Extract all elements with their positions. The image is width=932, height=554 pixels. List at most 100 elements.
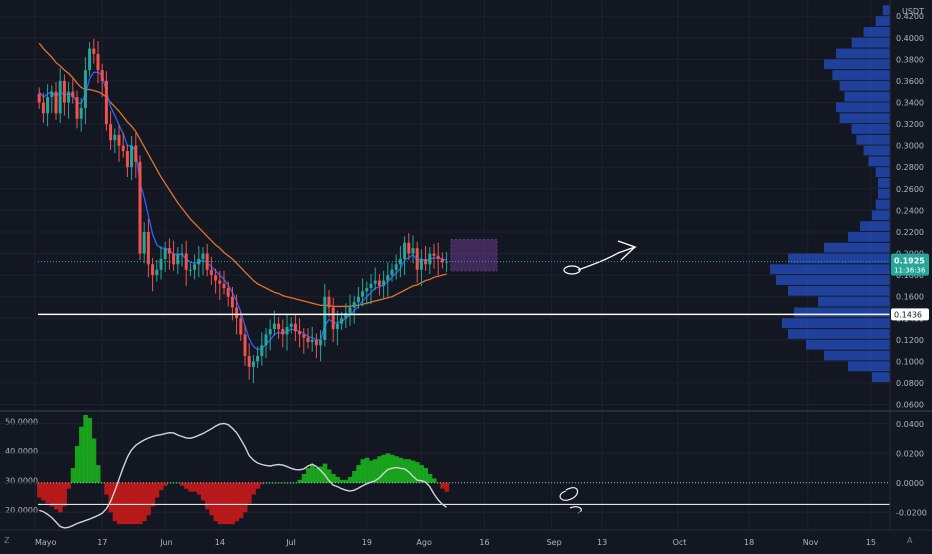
candle-body xyxy=(264,334,268,346)
time-tick-label: 14 xyxy=(215,538,225,547)
volume-profile-bar xyxy=(848,231,890,242)
histogram-bar-negative xyxy=(112,482,118,522)
osc-right-tick-label: 0.0000 xyxy=(896,479,924,488)
candle-body xyxy=(432,253,436,256)
volume-profile-bar xyxy=(863,26,890,37)
candle-body xyxy=(386,275,390,281)
candle-body xyxy=(302,334,306,338)
histogram-bar-negative xyxy=(146,482,151,516)
histogram-bar-positive xyxy=(272,482,277,484)
histogram-bar-negative xyxy=(188,482,193,492)
candle-body xyxy=(37,93,41,103)
candle-body xyxy=(58,80,62,114)
candle-body xyxy=(193,264,197,270)
timezone-corner-label[interactable]: Z xyxy=(4,536,10,545)
histogram-bar-positive xyxy=(368,460,374,483)
candle-body xyxy=(167,248,171,254)
candle-body xyxy=(365,288,369,292)
price-tick-label: 0.3600 xyxy=(896,77,924,86)
price-tick-label: 0.2400 xyxy=(896,206,924,215)
time-tick-label: Sep xyxy=(547,538,562,547)
time-tick-label: Nov xyxy=(803,538,819,547)
drawn-circle xyxy=(563,265,581,275)
volume-profile-bar xyxy=(839,113,890,124)
histogram-bar-positive xyxy=(326,469,332,483)
volume-profile-bar xyxy=(878,178,890,188)
candle-body xyxy=(415,248,419,270)
candle-body xyxy=(403,242,407,259)
osc-right-tick-label: 0.0200 xyxy=(896,449,924,458)
candle-body xyxy=(344,312,348,319)
time-tick-label: 15 xyxy=(866,538,876,547)
candle-body xyxy=(411,248,415,254)
candle-body xyxy=(440,258,444,263)
oscillator-line xyxy=(38,422,448,529)
histogram-bar-positive xyxy=(352,471,357,483)
histogram-bar-negative xyxy=(192,482,198,492)
histogram-bar-positive xyxy=(83,414,88,483)
histogram-bar-negative xyxy=(234,482,240,522)
candle-body xyxy=(83,70,87,108)
candle-body xyxy=(247,356,251,367)
histogram-bar-positive xyxy=(406,459,412,483)
histogram-bar-positive xyxy=(79,426,84,483)
time-tick-label: 17 xyxy=(97,538,107,547)
volume-profile-bar xyxy=(851,124,890,134)
candle-body xyxy=(197,258,201,265)
histogram-bar-negative xyxy=(440,482,445,489)
candle-body xyxy=(104,80,108,125)
osc-left-tick-label: 50.0000 xyxy=(5,418,38,427)
time-tick-label: 13 xyxy=(597,538,607,547)
histogram-bar-negative xyxy=(209,482,214,516)
volume-profile-bar xyxy=(878,188,890,199)
histogram-bar-positive xyxy=(402,459,408,483)
volume-profile-bar xyxy=(863,145,890,156)
candle-timer: 11:36:36 xyxy=(894,267,926,275)
price-tick-label: 0.1600 xyxy=(896,293,924,302)
consolidation-box-group xyxy=(450,239,498,272)
histogram-bar-positive xyxy=(297,479,303,483)
volume-profile-bar xyxy=(860,221,890,231)
candle-body xyxy=(125,151,129,168)
histogram-bar-positive xyxy=(356,465,361,483)
candle-body xyxy=(62,80,66,103)
candle-body xyxy=(117,134,121,146)
candle-body xyxy=(260,345,264,357)
candle-body xyxy=(293,323,297,332)
histogram-bar-negative xyxy=(62,482,67,507)
histogram-bar-negative xyxy=(184,482,189,489)
osc-right-tick-label: -0.0200 xyxy=(896,508,927,517)
volume-profile-bar xyxy=(839,80,890,91)
candle-body xyxy=(373,280,377,284)
histogram-bar-positive xyxy=(100,482,105,484)
candle-body xyxy=(361,291,365,297)
candle-body xyxy=(436,255,440,259)
auto-scale-button[interactable]: A xyxy=(907,536,913,545)
histogram-bar-positive xyxy=(373,459,378,483)
volume-profile-bar xyxy=(856,134,890,145)
histogram-bar-positive xyxy=(398,457,403,483)
volume-profile-bar xyxy=(818,296,890,307)
candle-body xyxy=(184,253,188,270)
candle-body xyxy=(134,145,138,162)
candle-body xyxy=(130,145,134,168)
price-tick-label: 0.3400 xyxy=(896,99,924,108)
histogram-bar-negative xyxy=(58,482,63,513)
volume-profile-bar xyxy=(868,156,890,167)
candle-body xyxy=(151,264,155,276)
candle-body xyxy=(243,334,247,357)
candle-body xyxy=(75,97,79,119)
candle-body xyxy=(331,307,335,330)
candle-body xyxy=(348,307,352,313)
histogram-bar-positive xyxy=(167,482,172,484)
histogram-bar-positive xyxy=(381,454,387,483)
candle-body xyxy=(201,253,205,259)
price-tick-label: 0.2800 xyxy=(896,163,924,172)
candle-body xyxy=(205,253,209,270)
candle-body xyxy=(41,102,45,114)
histogram-bar-positive xyxy=(310,465,315,483)
histogram-bar-negative xyxy=(158,482,164,491)
histogram-bar-negative xyxy=(121,482,126,525)
